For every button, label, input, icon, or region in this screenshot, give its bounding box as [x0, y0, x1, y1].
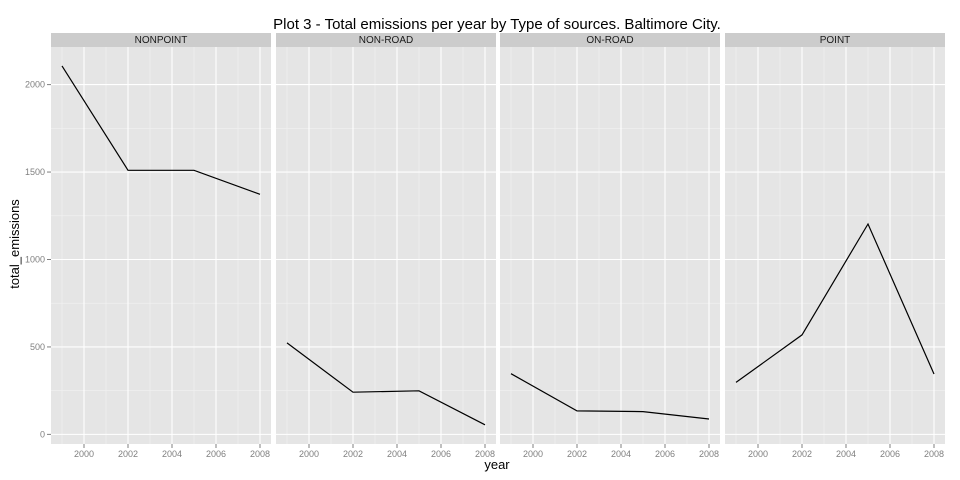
series-line-non-road: [286, 342, 486, 426]
panel-background: [276, 47, 496, 444]
panel-background: [725, 47, 945, 444]
x-tick-label: 2008: [699, 449, 719, 459]
x-tick-label: 2002: [792, 449, 812, 459]
facet-strip: [725, 33, 945, 47]
facet-panel-on-road: ON-ROAD 2000 2002 2004 2006 2008: [500, 33, 720, 459]
x-tick-label: 2004: [611, 449, 631, 459]
facet-panel-nonpoint: NONPOINT 2000 2002 2004 2006 2008: [51, 33, 271, 459]
x-tick-label: 2000: [74, 449, 94, 459]
y-axis-title: total_emissions: [7, 199, 22, 289]
y-tick-label: 0: [40, 429, 45, 439]
x-tick-label: 2008: [475, 449, 495, 459]
facet-strip-label: NONPOINT: [135, 35, 188, 46]
x-tick-label: 2008: [924, 449, 944, 459]
facet-panels: 0 500 1000 1500 2000 NONPOINT 2000 2002 2004 2006…: [25, 33, 945, 459]
facet-strip-label: POINT: [820, 35, 851, 46]
x-tick-label: 2004: [836, 449, 856, 459]
y-tick-label: 1500: [25, 167, 45, 177]
facet-strip: [51, 33, 271, 47]
facet-strip: [500, 33, 720, 47]
facet-strip: [276, 33, 496, 47]
x-tick-label: 2000: [748, 449, 768, 459]
x-tick-label: 2000: [299, 449, 319, 459]
x-tick-label: 2002: [118, 449, 138, 459]
x-tick-label: 2004: [387, 449, 407, 459]
x-tick-label: 2002: [567, 449, 587, 459]
x-tick-label: 2004: [162, 449, 182, 459]
facet-panel-non-road: NON-ROAD 2000 2002 2004 2006 2008: [276, 33, 496, 459]
x-tick-label: 2002: [343, 449, 363, 459]
series-line-on-road: [510, 373, 710, 420]
series-line-point: [735, 222, 935, 383]
x-tick-label: 2006: [206, 449, 226, 459]
y-tick-label: 500: [30, 342, 45, 352]
x-tick-label: 2006: [655, 449, 675, 459]
chart-title: Plot 3 - Total emissions per year by Typ…: [273, 16, 721, 33]
facet-strip-label: ON-ROAD: [586, 35, 633, 46]
panel-background: [51, 47, 271, 444]
facet-panel-point: POINT 2000 2002 2004 2006 2008: [725, 33, 945, 459]
x-axis-title: year: [484, 457, 510, 472]
y-tick-label: 1000: [25, 254, 45, 264]
x-tick-label: 2006: [880, 449, 900, 459]
panel-background: [500, 47, 720, 444]
x-tick-label: 2006: [431, 449, 451, 459]
series-line-nonpoint: [61, 65, 261, 195]
facet-strip-label: NON-ROAD: [359, 35, 413, 46]
x-tick-label: 2008: [250, 449, 270, 459]
y-tick-label: 2000: [25, 80, 45, 90]
x-tick-label: 2000: [523, 449, 543, 459]
